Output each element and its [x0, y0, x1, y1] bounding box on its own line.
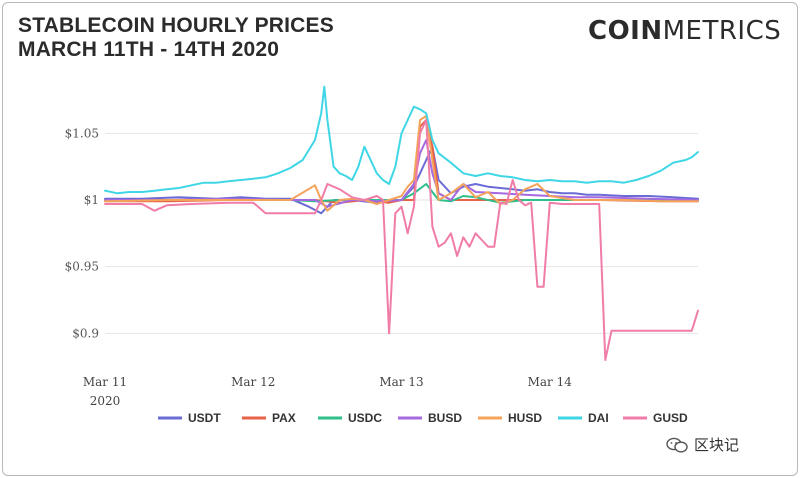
- y-tick-label: $1.05: [65, 126, 99, 140]
- legend-item-pax: PAX: [242, 411, 296, 425]
- legend-label: USDC: [348, 411, 382, 425]
- title-line-2: MARCH 11TH - 14TH 2020: [18, 38, 280, 61]
- chart-title: STABLECOIN HOURLY PRICES MARCH 11TH - 14…: [18, 14, 334, 62]
- legend-label: PAX: [272, 411, 296, 425]
- grid-layer: [105, 132, 698, 334]
- x-tick-label: Mar 13: [379, 375, 423, 389]
- legend-item-dai: DAI: [558, 411, 609, 425]
- logo-light-text: METRICS: [662, 16, 782, 46]
- x-tick-label: Mar 12: [231, 375, 275, 389]
- legend-item-usdc: USDC: [318, 411, 382, 425]
- legend-label: GUSD: [653, 411, 688, 425]
- legend-label: DAI: [588, 411, 609, 425]
- series-line-gusd: [104, 119, 699, 361]
- x-tick-label: Mar 14: [528, 375, 573, 389]
- x-tick-label: Mar 11: [83, 375, 127, 389]
- legend: USDT PAX USDC BUSD HUSD DAI GUSD: [158, 411, 688, 425]
- legend-label: BUSD: [428, 411, 462, 425]
- y-tick-label: $0.9: [72, 326, 99, 340]
- legend-item-husd: HUSD: [478, 411, 542, 425]
- legend-item-usdt: USDT: [158, 411, 221, 425]
- watermark-text: 区块记: [694, 436, 740, 454]
- axis-layer: $0.9 $0.95 $1 $1.05 Mar 11 2020 Mar 12 Mar 13 Ma…: [65, 126, 573, 408]
- legend-label: USDT: [188, 411, 221, 425]
- logo-bold-text: COIN: [588, 16, 663, 46]
- legend-item-gusd: GUSD: [623, 411, 688, 425]
- y-tick-label: $0.95: [65, 260, 99, 274]
- series-line-usdt: [104, 145, 699, 215]
- legend-label: HUSD: [508, 411, 542, 425]
- coinmetrics-logo: COINMETRICS: [588, 16, 781, 46]
- series-layer: [104, 85, 699, 361]
- title-line-1: STABLECOIN HOURLY PRICES: [18, 14, 334, 37]
- series-line-dai: [104, 85, 699, 195]
- series-line-husd: [104, 115, 699, 212]
- legend-item-busd: BUSD: [398, 411, 462, 425]
- wechat-watermark: 区块记: [666, 434, 739, 455]
- wechat-icon: [666, 437, 688, 453]
- x-tick-sublabel: 2020: [90, 394, 121, 408]
- y-tick-label: $1: [84, 193, 99, 207]
